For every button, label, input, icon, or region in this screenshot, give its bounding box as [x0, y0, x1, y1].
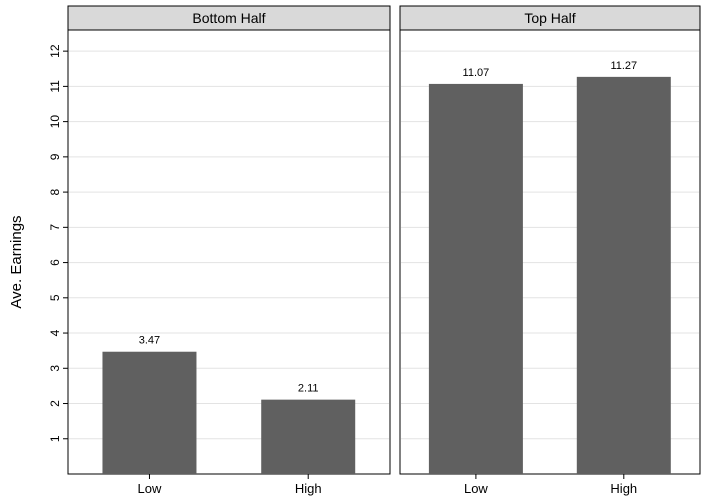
y-tick-label: 11 [48, 80, 62, 93]
y-tick-label: 7 [48, 224, 62, 231]
panel-title: Top Half [524, 10, 575, 26]
x-tick-label: Low [138, 481, 162, 496]
x-tick-label: High [295, 481, 322, 496]
y-tick-label: 12 [48, 44, 62, 58]
panel-1: Top Half 11.07 Low 11.27 High [399, 5, 701, 496]
x-tick-label: Low [464, 481, 488, 496]
bar-value-label: 11.07 [463, 67, 490, 79]
bar-low [102, 351, 197, 474]
y-tick-label: 10 [48, 115, 62, 129]
y-tick-label: 2 [48, 400, 62, 407]
panels: Bottom Half 3.47 Low 2.11 High Top Half 11.07 L… [67, 5, 701, 496]
y-tick-label: 6 [48, 259, 62, 266]
y-tick-label: 1 [48, 435, 62, 442]
y-tick-label: 5 [48, 294, 62, 301]
y-axis-title: Ave. Earnings [8, 215, 25, 308]
bar-value-label: 11.27 [610, 60, 637, 72]
panel-0: Bottom Half 3.47 Low 2.11 High [67, 5, 391, 496]
y-tick-label: 3 [48, 365, 62, 372]
bar-value-label: 2.11 [298, 383, 319, 395]
bar-high [576, 76, 671, 474]
bar-low [428, 83, 523, 475]
panel-header [67, 5, 391, 31]
panel-title: Bottom Half [192, 10, 265, 26]
y-tick-label: 4 [48, 329, 62, 336]
y-tick-label: 9 [48, 153, 62, 160]
panel-header [399, 5, 701, 31]
y-tick-label: 8 [48, 188, 62, 195]
x-tick-label: High [610, 481, 637, 496]
bar-high [261, 399, 356, 474]
bar-value-label: 3.47 [139, 335, 160, 347]
